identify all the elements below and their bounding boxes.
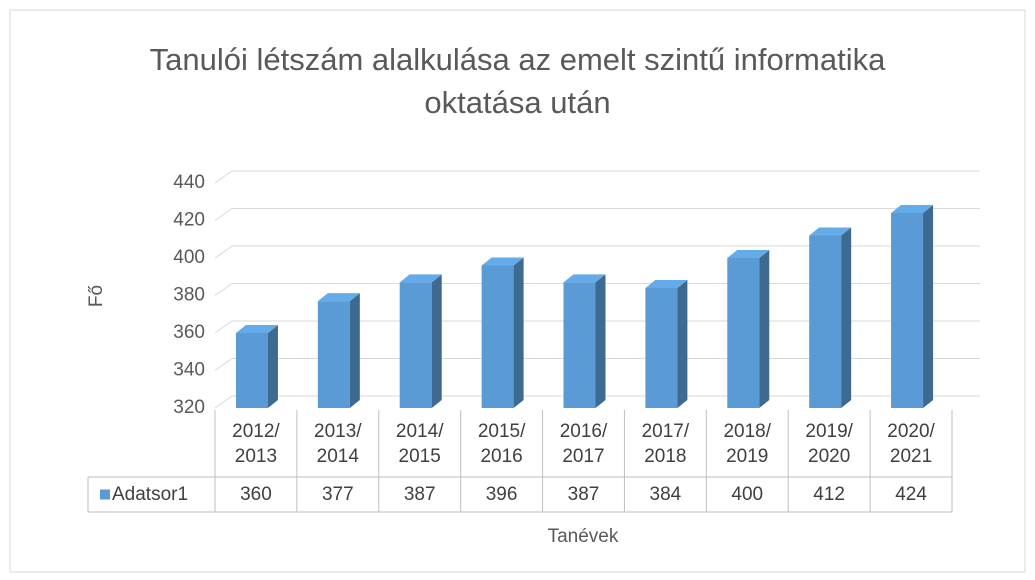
table-value: 387 — [403, 484, 436, 505]
bar-top — [645, 280, 688, 288]
y-tick-label: 420 — [173, 210, 205, 231]
bar-top — [563, 274, 606, 283]
x-tick-label: 2019/ 2020 — [805, 420, 853, 467]
bar-front — [563, 282, 596, 408]
bar-front — [645, 288, 678, 408]
bar-front — [891, 213, 924, 408]
x-tick-label: 2012/ 2013 — [232, 420, 280, 467]
table-value: 400 — [731, 484, 764, 505]
y-tick-label: 400 — [173, 247, 205, 268]
x-tick-label: 2020/ 2021 — [887, 420, 935, 467]
bar-side — [431, 274, 442, 408]
bar-side — [349, 293, 360, 408]
x-tick-label: 2016/ 2017 — [559, 420, 608, 467]
grid-line-side — [214, 245, 233, 259]
chart-title: Tanulói létszám alalkulása az emelt szin… — [149, 42, 886, 120]
legend-label: Adatsor1 — [112, 484, 189, 505]
x-axis-label: Tanévek — [548, 526, 619, 547]
bar-top — [481, 257, 524, 266]
chart-border — [9, 9, 1026, 573]
x-tick-label: 2013/ 2014 — [314, 420, 362, 467]
x-tick-label: 2015/ 2016 — [477, 420, 526, 467]
bar-front — [317, 301, 350, 408]
y-tick-label: 360 — [173, 322, 205, 343]
bar-side — [267, 325, 278, 408]
bar-side — [677, 280, 688, 408]
y-tick-label: 320 — [173, 397, 205, 418]
table-value: 396 — [485, 484, 518, 505]
grid-line-side — [214, 320, 233, 334]
legend-key — [100, 489, 110, 500]
table-value: 424 — [895, 484, 927, 505]
bar-top — [727, 250, 770, 258]
bar-top — [809, 227, 852, 236]
bar-side — [595, 274, 606, 408]
x-tick-label: 2018/ 2019 — [723, 420, 772, 467]
y-tick-label: 440 — [173, 172, 205, 193]
bar-side — [759, 250, 770, 408]
grid-line-side — [214, 395, 233, 409]
x-tick-label: 2014/ 2015 — [395, 420, 444, 467]
bar-front — [727, 258, 760, 408]
table-value: 360 — [240, 484, 272, 505]
bar-front — [481, 265, 514, 408]
bar-top — [891, 205, 934, 213]
table-value: 377 — [321, 484, 354, 505]
y-tick-label: 380 — [173, 285, 205, 306]
grid-line-side — [214, 208, 233, 221]
bar-side — [841, 227, 852, 408]
bar-front — [235, 333, 268, 408]
grid-line-side — [214, 170, 233, 184]
bar-top — [235, 325, 278, 333]
y-tick-label: 340 — [173, 360, 205, 381]
bar-top — [399, 274, 442, 283]
table-value: 412 — [813, 484, 845, 505]
bar-front — [809, 235, 842, 408]
x-tick-label: 2017/ 2018 — [641, 420, 690, 467]
bar-side — [513, 257, 524, 408]
grid-line-side — [214, 358, 233, 371]
grid-line-side — [214, 283, 233, 296]
bar-top — [317, 293, 360, 302]
bar-front — [399, 282, 432, 408]
bar-side — [923, 205, 934, 408]
table-value: 384 — [649, 484, 682, 505]
table-value: 387 — [567, 484, 600, 505]
y-axis-label: Fő — [86, 285, 107, 307]
